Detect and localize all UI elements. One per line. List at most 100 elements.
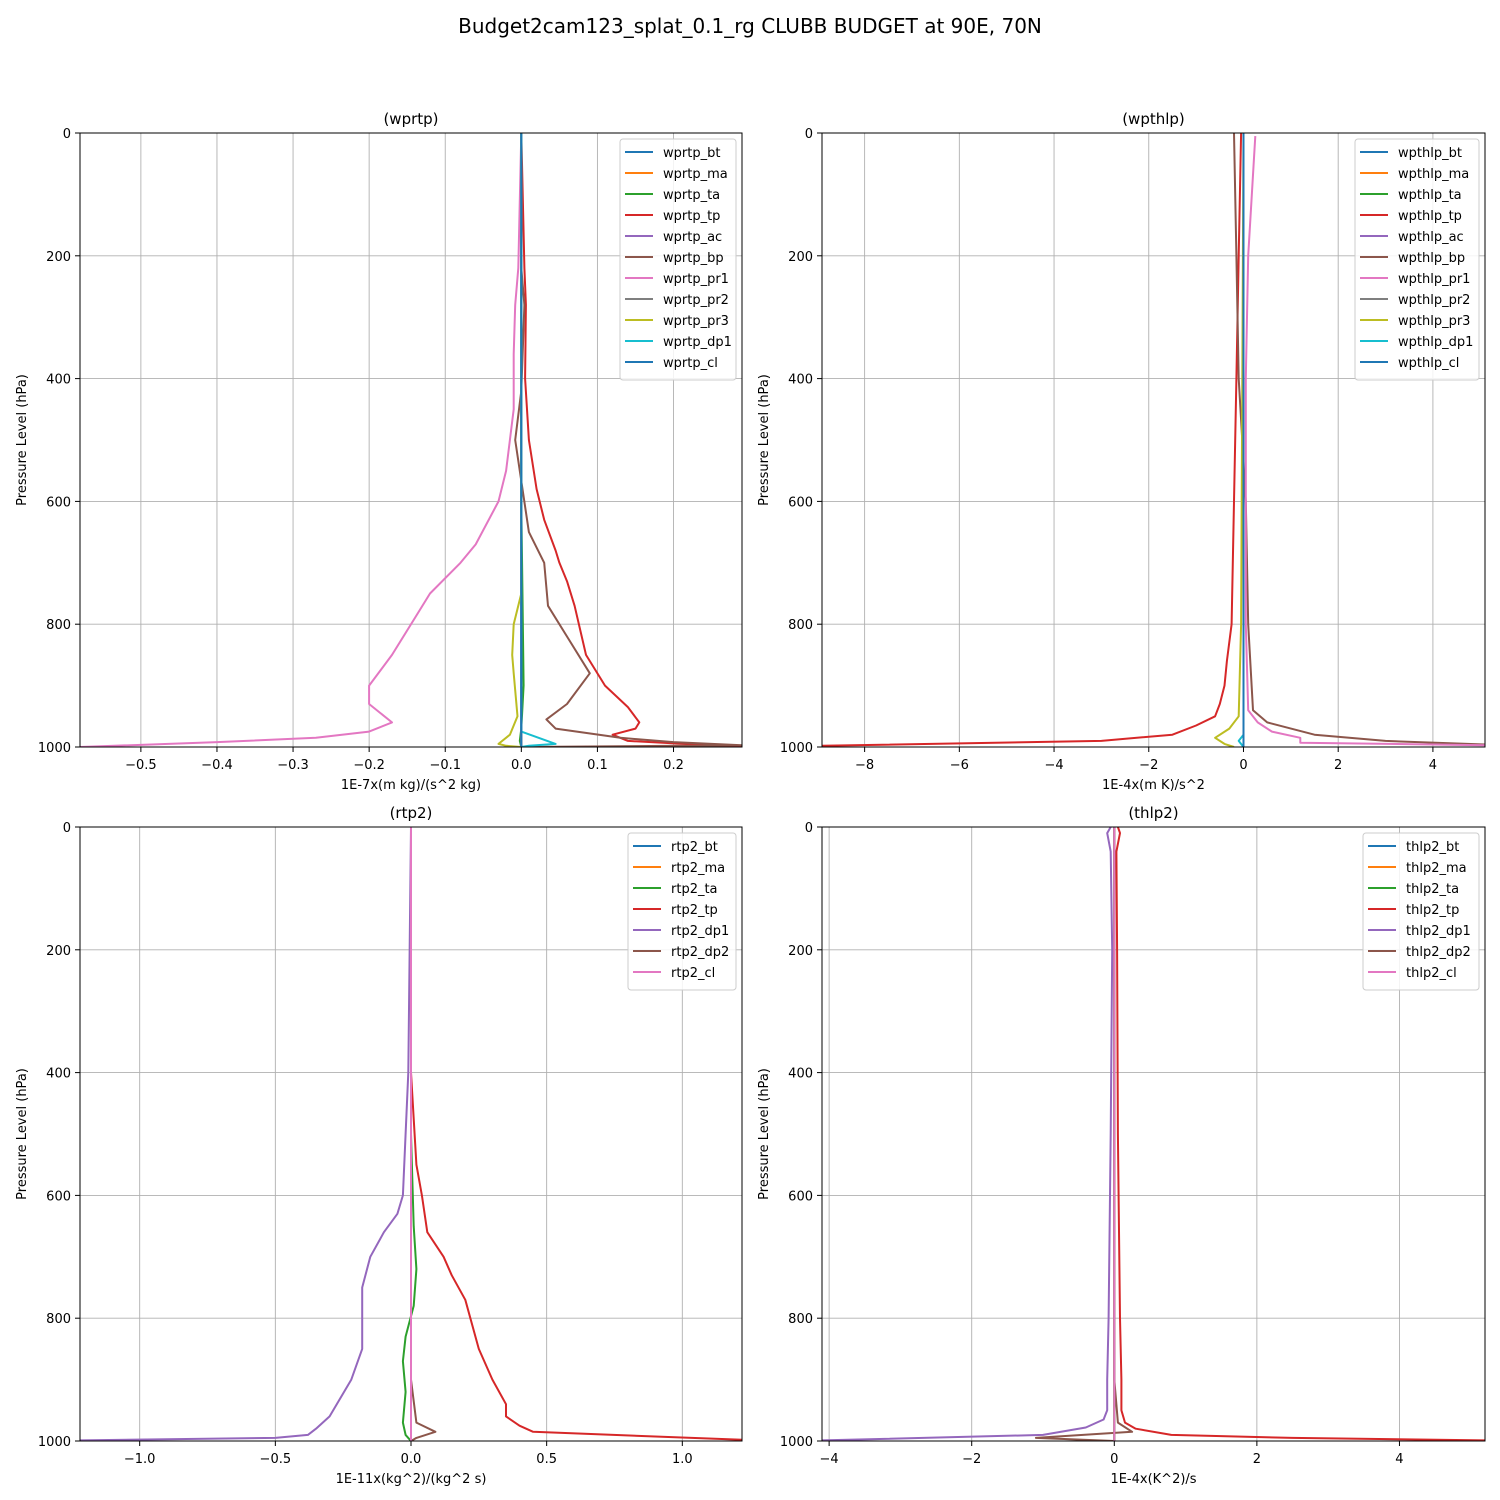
y-tick-label: 800	[46, 1312, 71, 1327]
legend-label-wpthlp_pr3: wpthlp_pr3	[1398, 314, 1470, 329]
x-tick-label: 4	[1429, 758, 1437, 773]
y-tick-label: 0	[805, 821, 813, 836]
x-tick-label: 0.2	[663, 758, 684, 773]
plot-frame	[821, 132, 1486, 748]
x-tick-label: −4	[1044, 758, 1063, 773]
series-line-rtp2_tp	[410, 827, 742, 1441]
y-tick-label: 0	[805, 127, 813, 142]
subplot-title: (thlp2)	[1128, 804, 1178, 822]
y-axis-label: Pressure Level (hPa)	[15, 1068, 30, 1200]
x-tick-label: 0.0	[401, 1452, 422, 1467]
y-tick-label: 200	[46, 250, 71, 265]
x-tick-label: 1.0	[672, 1452, 693, 1467]
legend-label-rtp2_ma: rtp2_ma	[671, 861, 725, 876]
legend-label-wpthlp_cl: wpthlp_cl	[1398, 356, 1459, 371]
legend-label-thlp2_dp1: thlp2_dp1	[1406, 924, 1471, 939]
legend-label-wpthlp_pr1: wpthlp_pr1	[1398, 272, 1470, 287]
series-group	[822, 133, 1485, 747]
x-tick-label: −2	[962, 1452, 981, 1467]
series-line-rtp2_dp1	[80, 827, 412, 1441]
series-line-wprtp_bp	[514, 133, 742, 747]
y-tick-label: 600	[46, 495, 71, 510]
y-tick-label: 400	[788, 1067, 813, 1082]
legend-label-rtp2_dp2: rtp2_dp2	[671, 945, 729, 960]
legend-label-wpthlp_ta: wpthlp_ta	[1398, 188, 1462, 203]
x-tick-label: 2	[1334, 758, 1342, 773]
series-line-thlp2_dp1	[822, 827, 1114, 1441]
x-tick-label: −0.3	[277, 758, 309, 773]
legend-label-wprtp_pr1: wprtp_pr1	[663, 272, 729, 287]
legend-label-wprtp_cl: wprtp_cl	[663, 356, 718, 371]
x-tick-label: −0.1	[429, 758, 461, 773]
legend-label-thlp2_tp: thlp2_tp	[1406, 903, 1459, 918]
subplot-4: −4 −2 0 2 4 0 200 400 600 800 1000 (thlp2) 1E-4x(K^2…	[757, 804, 1486, 1487]
legend-label-wprtp_dp1: wprtp_dp1	[663, 335, 732, 350]
legend-label-wpthlp_bt: wpthlp_bt	[1398, 146, 1462, 161]
legend: thlp2_bt thlp2_ma thlp2_ta thlp2_tp thlp2_dp…	[1362, 832, 1480, 991]
x-tick-label: −1.0	[124, 1452, 156, 1467]
subplot-title: (wpthlp)	[1122, 110, 1185, 128]
series-line-wprtp_dp1	[520, 133, 557, 747]
legend-label-wprtp_ma: wprtp_ma	[663, 167, 728, 182]
y-tick-label: 200	[46, 944, 71, 959]
series-line-wpthlp_tp	[822, 133, 1243, 747]
figure-title: Budget2cam123_splat_0.1_rg CLUBB BUDGET …	[458, 14, 1042, 38]
x-tick-label: −0.4	[201, 758, 233, 773]
y-tick-label: 1000	[780, 1435, 813, 1450]
legend-label-wprtp_bt: wprtp_bt	[663, 146, 720, 161]
subplot-2: −8 −6 −4 −2 0 2 4 0 200 400 600 800 1000 (wpthlp) 1E-4…	[757, 110, 1486, 793]
legend-label-wprtp_tp: wprtp_tp	[663, 209, 720, 224]
plot-frame	[79, 132, 743, 748]
legend-label-wpthlp_dp1: wpthlp_dp1	[1398, 335, 1473, 350]
x-tick-label: −8	[855, 758, 874, 773]
legend-label-wprtp_pr2: wprtp_pr2	[663, 293, 729, 308]
y-tick-label: 0	[63, 821, 71, 836]
legend-label-wprtp_ta: wprtp_ta	[663, 188, 720, 203]
x-tick-label: 0	[1110, 1452, 1118, 1467]
y-axis-label: Pressure Level (hPa)	[757, 1068, 772, 1200]
x-tick-label: 0.1	[587, 758, 608, 773]
x-tick-label: 4	[1395, 1452, 1403, 1467]
legend-label-wprtp_ac: wprtp_ac	[663, 230, 722, 245]
y-tick-label: 0	[63, 127, 71, 142]
legend-label-thlp2_bt: thlp2_bt	[1406, 840, 1459, 855]
series-group	[80, 133, 742, 747]
legend: wprtp_bt wprtp_ma wprtp_ta wprtp_tp wprtp_ac…	[619, 138, 737, 381]
y-tick-label: 200	[788, 944, 813, 959]
series-line-rtp2_ta	[401, 827, 418, 1441]
legend-label-rtp2_ta: rtp2_ta	[671, 882, 718, 897]
x-tick-label: 0.0	[511, 758, 532, 773]
x-tick-label: −0.2	[353, 758, 385, 773]
y-axis-label: Pressure Level (hPa)	[15, 374, 30, 506]
y-tick-label: 600	[46, 1189, 71, 1204]
x-tick-label: −0.5	[260, 1452, 292, 1467]
legend-label-thlp2_ma: thlp2_ma	[1406, 861, 1467, 876]
x-axis-label: 1E-4x(m K)/s^2	[1102, 778, 1205, 793]
y-tick-label: 1000	[38, 1435, 71, 1450]
legend: rtp2_bt rtp2_ma rtp2_ta rtp2_tp rtp2_dp1 rtp2…	[627, 832, 737, 991]
x-axis-label: 1E-4x(K^2)/s	[1110, 1472, 1196, 1487]
x-tick-label: 2	[1253, 1452, 1261, 1467]
x-tick-label: −6	[950, 758, 969, 773]
series-line-wprtp_pr1	[80, 133, 523, 747]
legend-label-rtp2_cl: rtp2_cl	[671, 966, 715, 981]
legend-label-rtp2_bt: rtp2_bt	[671, 840, 718, 855]
subplot-title: (wprtp)	[383, 110, 438, 128]
x-axis-label: 1E-11x(kg^2)/(kg^2 s)	[336, 1472, 487, 1487]
series-line-wpthlp_pr1	[1244, 136, 1485, 747]
y-tick-label: 400	[46, 1067, 71, 1082]
series-group	[822, 827, 1485, 1441]
subplot-title: (rtp2)	[390, 804, 433, 822]
series-line-wprtp_tp	[520, 133, 742, 747]
series-line-wpthlp_pr3	[1214, 133, 1245, 747]
y-axis-label: Pressure Level (hPa)	[757, 374, 772, 506]
x-tick-label: 0.5	[536, 1452, 557, 1467]
x-tick-label: −4	[820, 1452, 839, 1467]
legend-label-rtp2_dp1: rtp2_dp1	[671, 924, 729, 939]
series-group	[80, 827, 742, 1441]
y-tick-label: 800	[788, 1312, 813, 1327]
legend-label-thlp2_cl: thlp2_cl	[1406, 966, 1457, 981]
legend-label-wpthlp_ma: wpthlp_ma	[1398, 167, 1469, 182]
y-tick-label: 200	[788, 250, 813, 265]
